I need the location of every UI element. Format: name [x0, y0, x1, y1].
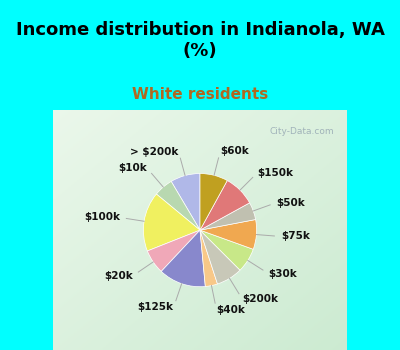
Wedge shape [200, 230, 240, 284]
Wedge shape [161, 230, 205, 287]
Wedge shape [147, 230, 200, 271]
Wedge shape [143, 194, 200, 251]
Text: $75k: $75k [281, 231, 310, 242]
Text: $10k: $10k [118, 163, 147, 173]
Text: $30k: $30k [269, 269, 297, 279]
Wedge shape [200, 219, 257, 249]
Text: $50k: $50k [276, 198, 305, 208]
Text: White residents: White residents [132, 87, 268, 101]
Wedge shape [200, 230, 253, 270]
Text: Income distribution in Indianola, WA
(%): Income distribution in Indianola, WA (%) [16, 21, 384, 60]
Text: $60k: $60k [220, 146, 249, 156]
Wedge shape [200, 181, 250, 230]
Wedge shape [200, 174, 227, 230]
Text: $40k: $40k [216, 305, 245, 315]
Wedge shape [200, 203, 256, 230]
Text: $200k: $200k [242, 294, 278, 304]
Text: City-Data.com: City-Data.com [270, 127, 334, 136]
Text: $20k: $20k [104, 271, 133, 281]
Text: $125k: $125k [138, 302, 174, 312]
Text: > $200k: > $200k [130, 147, 178, 157]
Text: $100k: $100k [84, 212, 120, 222]
Wedge shape [171, 174, 200, 230]
Wedge shape [200, 230, 218, 287]
Text: $150k: $150k [258, 168, 294, 178]
Wedge shape [156, 181, 200, 230]
